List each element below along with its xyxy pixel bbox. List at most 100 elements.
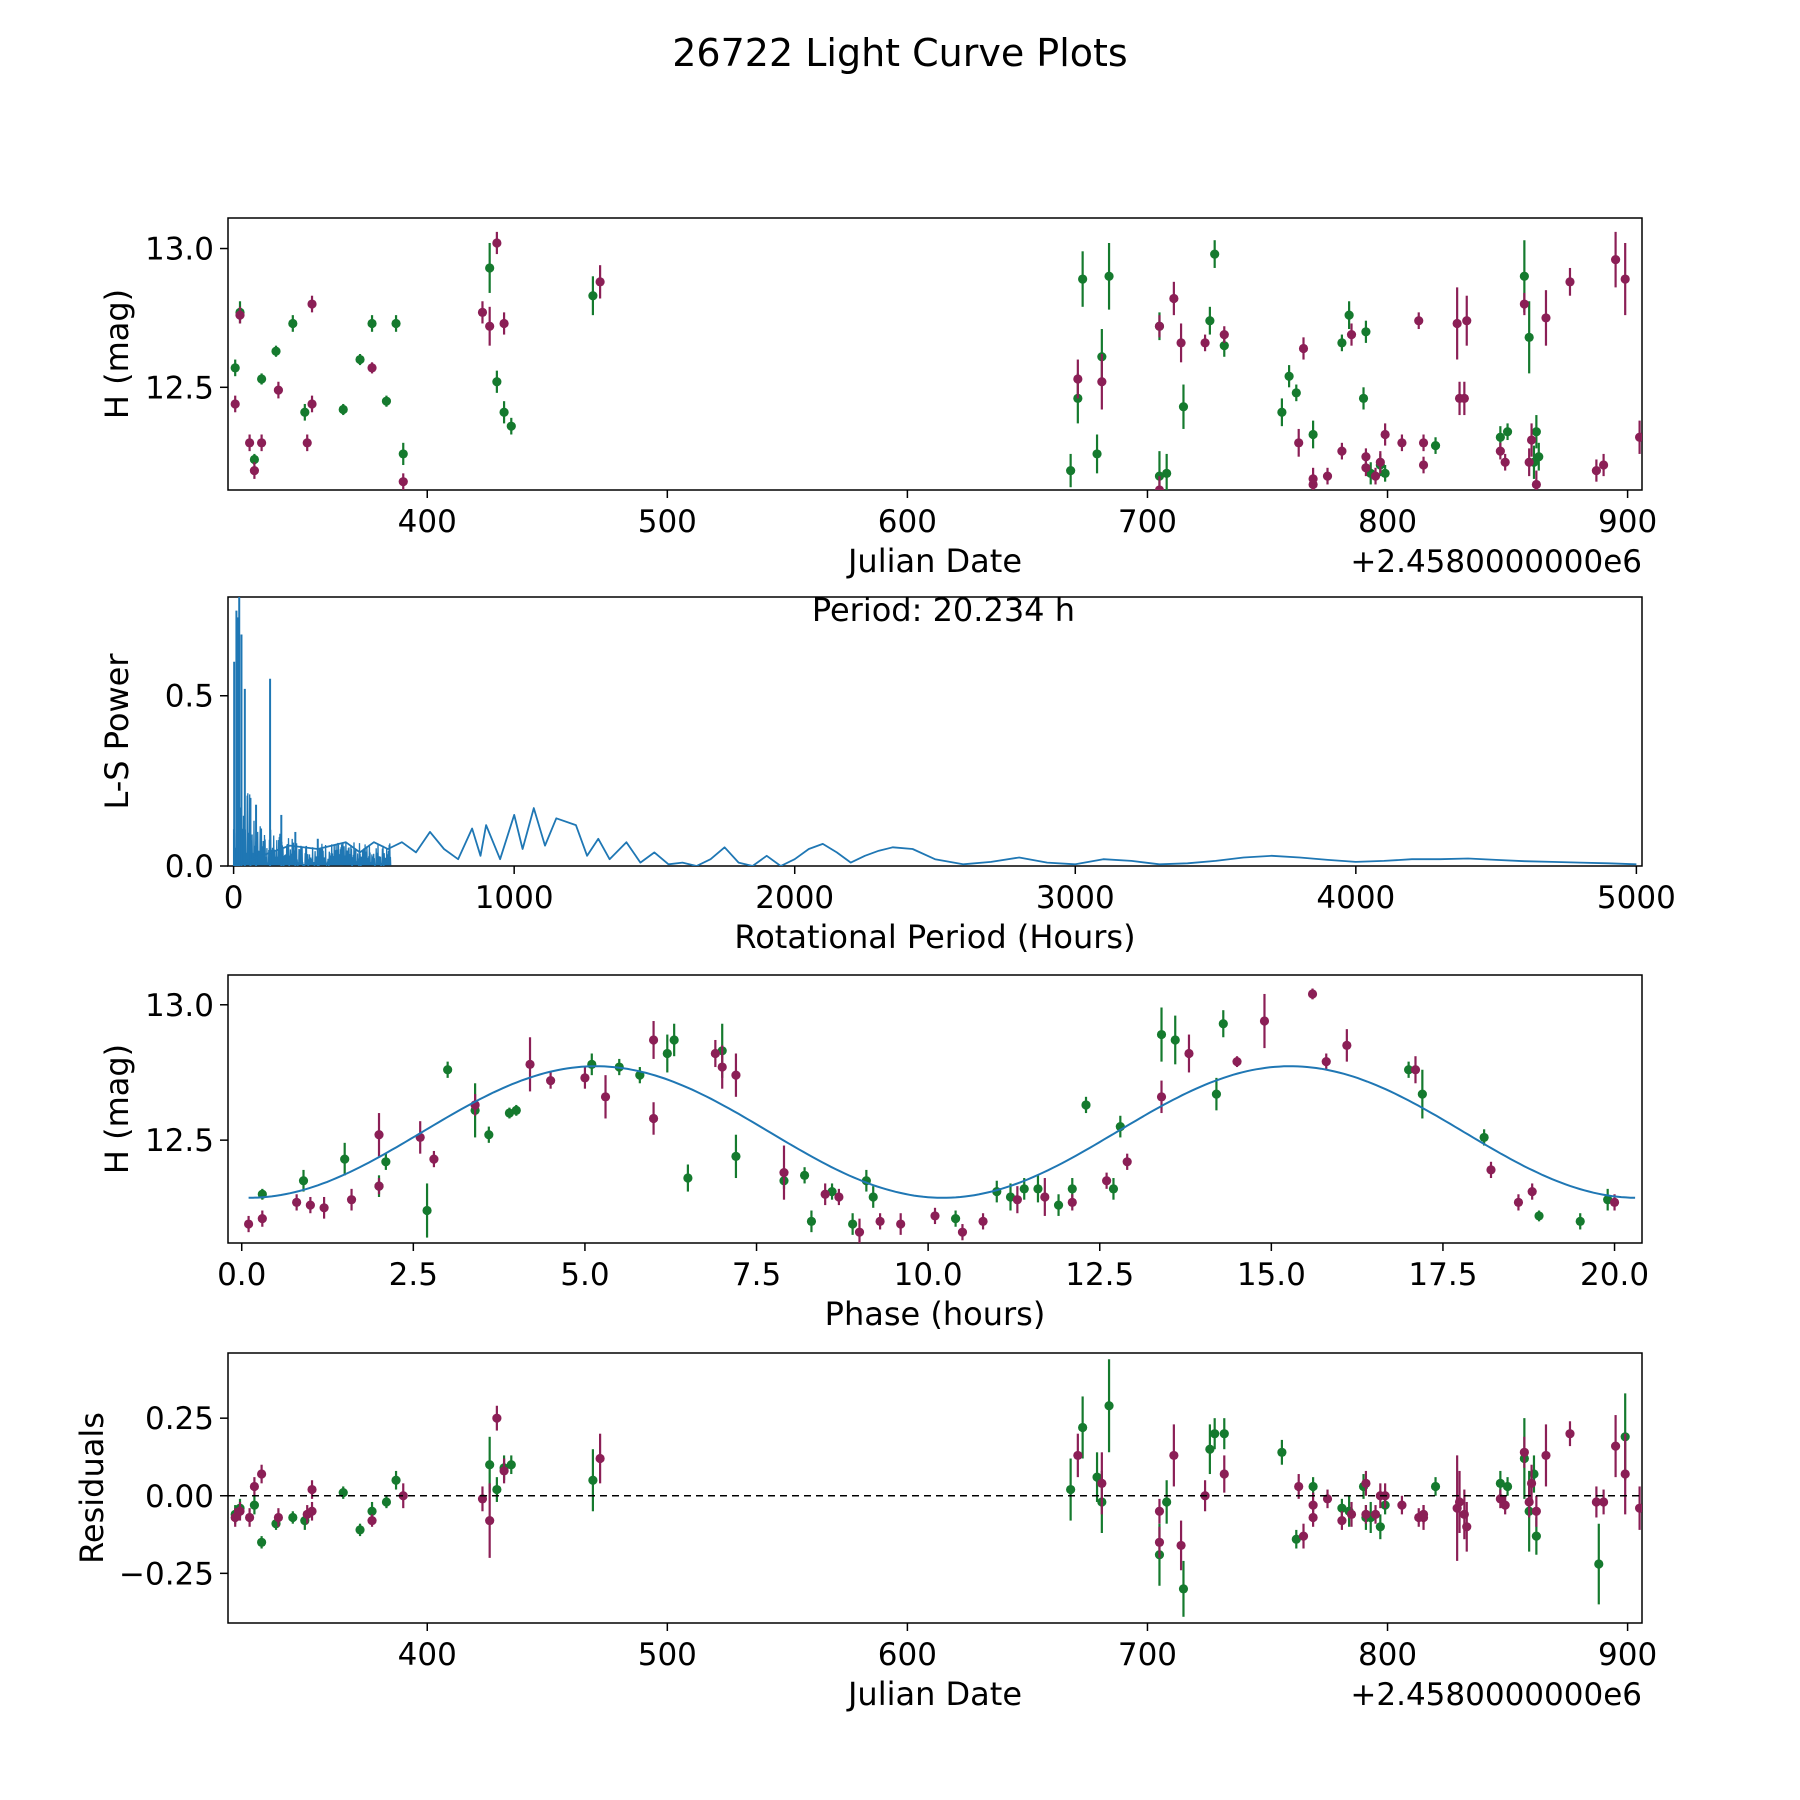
data-point [1575, 1216, 1585, 1226]
data-point [1610, 1441, 1621, 1451]
data-point [1620, 274, 1630, 284]
data-point [257, 438, 267, 448]
data-point [683, 1173, 693, 1183]
data-point [235, 1506, 245, 1516]
data-point [669, 1035, 679, 1045]
data-point [1308, 1481, 1318, 1492]
data-point [499, 1466, 509, 1476]
data-point [305, 1200, 315, 1210]
data-point [429, 1154, 439, 1164]
data-point [492, 1413, 502, 1423]
data-point [1418, 438, 1429, 448]
data-point [820, 1189, 830, 1199]
data-point [1397, 438, 1407, 448]
data-point [1361, 452, 1371, 462]
light-curve-plot-area [230, 231, 1642, 490]
axis-offset-text: +2.4580000000e6 [1350, 544, 1642, 580]
data-point [731, 1151, 741, 1161]
y-tick-label: 0.25 [145, 1401, 214, 1437]
data-point [1380, 429, 1390, 440]
data-point [587, 1059, 597, 1069]
data-point [1337, 338, 1347, 348]
x-tick-label: 1000 [475, 880, 554, 916]
series-green [230, 240, 1544, 490]
data-point [1097, 377, 1107, 387]
data-point [511, 1105, 521, 1115]
data-point [346, 1195, 357, 1205]
data-point [1531, 1506, 1541, 1516]
data-point [367, 363, 377, 373]
phase-folded-plot-area [243, 988, 1636, 1243]
data-point [1519, 299, 1529, 309]
series-green [257, 1007, 1613, 1238]
data-point [1380, 468, 1390, 478]
data-point [600, 1092, 611, 1102]
x-tick-label: 400 [398, 1637, 457, 1673]
x-tick-label: 600 [878, 1637, 937, 1673]
data-point [1067, 1184, 1077, 1194]
data-point [492, 238, 502, 248]
data-point [1462, 316, 1472, 326]
y-tick-label: 0.5 [165, 679, 214, 715]
data-point [307, 1506, 317, 1516]
data-point [257, 1537, 267, 1547]
data-point [1081, 1100, 1091, 1110]
data-point [1598, 460, 1609, 470]
data-point [648, 1113, 659, 1124]
data-point [1033, 1184, 1043, 1194]
data-point [580, 1073, 590, 1083]
data-point [1219, 1469, 1229, 1479]
data-point [1337, 446, 1347, 456]
data-point [875, 1216, 885, 1226]
data-point [1502, 427, 1513, 437]
data-point [1534, 452, 1544, 462]
data-point [381, 396, 392, 406]
data-point [1513, 1197, 1524, 1207]
data-point [731, 1070, 741, 1080]
data-point [1066, 1484, 1076, 1495]
data-point [648, 1035, 659, 1045]
data-point [1210, 249, 1220, 259]
data-point [235, 310, 245, 320]
data-point [1176, 338, 1186, 348]
data-point [1219, 341, 1229, 351]
data-point [1308, 1500, 1318, 1510]
data-point [1154, 1537, 1165, 1547]
data-point [1156, 1092, 1167, 1102]
data-point [1337, 1503, 1347, 1513]
data-point [245, 438, 255, 448]
data-point [249, 1500, 260, 1510]
data-point [525, 1059, 535, 1069]
data-point [834, 1192, 844, 1202]
x-tick-label: 7.5 [732, 1257, 781, 1293]
data-point [1346, 1509, 1357, 1519]
data-point [477, 307, 488, 317]
data-point [896, 1219, 906, 1229]
data-point [374, 1181, 384, 1191]
light-curve-y-axis-label: H (mag) [98, 289, 136, 419]
y-tick-label: 12.5 [145, 370, 214, 406]
data-point [249, 1481, 260, 1492]
data-point [302, 438, 312, 448]
data-point [799, 1170, 810, 1180]
data-point [1531, 479, 1541, 490]
x-tick-label: 500 [638, 504, 697, 540]
data-point [930, 1211, 940, 1221]
data-point [546, 1075, 556, 1086]
residuals-x-axis-label: Julian Date [846, 1675, 1022, 1713]
x-tick-label: 800 [1358, 504, 1417, 540]
data-point [1462, 1522, 1472, 1532]
data-point [1519, 271, 1529, 281]
x-tick-label: 900 [1598, 1637, 1657, 1673]
data-point [1322, 1494, 1333, 1504]
data-point [340, 1154, 350, 1164]
data-point [1410, 1065, 1421, 1075]
data-point [1169, 293, 1179, 304]
data-point [1526, 1478, 1537, 1488]
data-point [1479, 1132, 1489, 1143]
axis-offset-text: +2.4580000000e6 [1350, 1677, 1642, 1713]
data-point [1361, 1509, 1371, 1519]
data-point [1375, 1522, 1385, 1532]
data-point [374, 1130, 384, 1140]
data-point [367, 318, 377, 329]
